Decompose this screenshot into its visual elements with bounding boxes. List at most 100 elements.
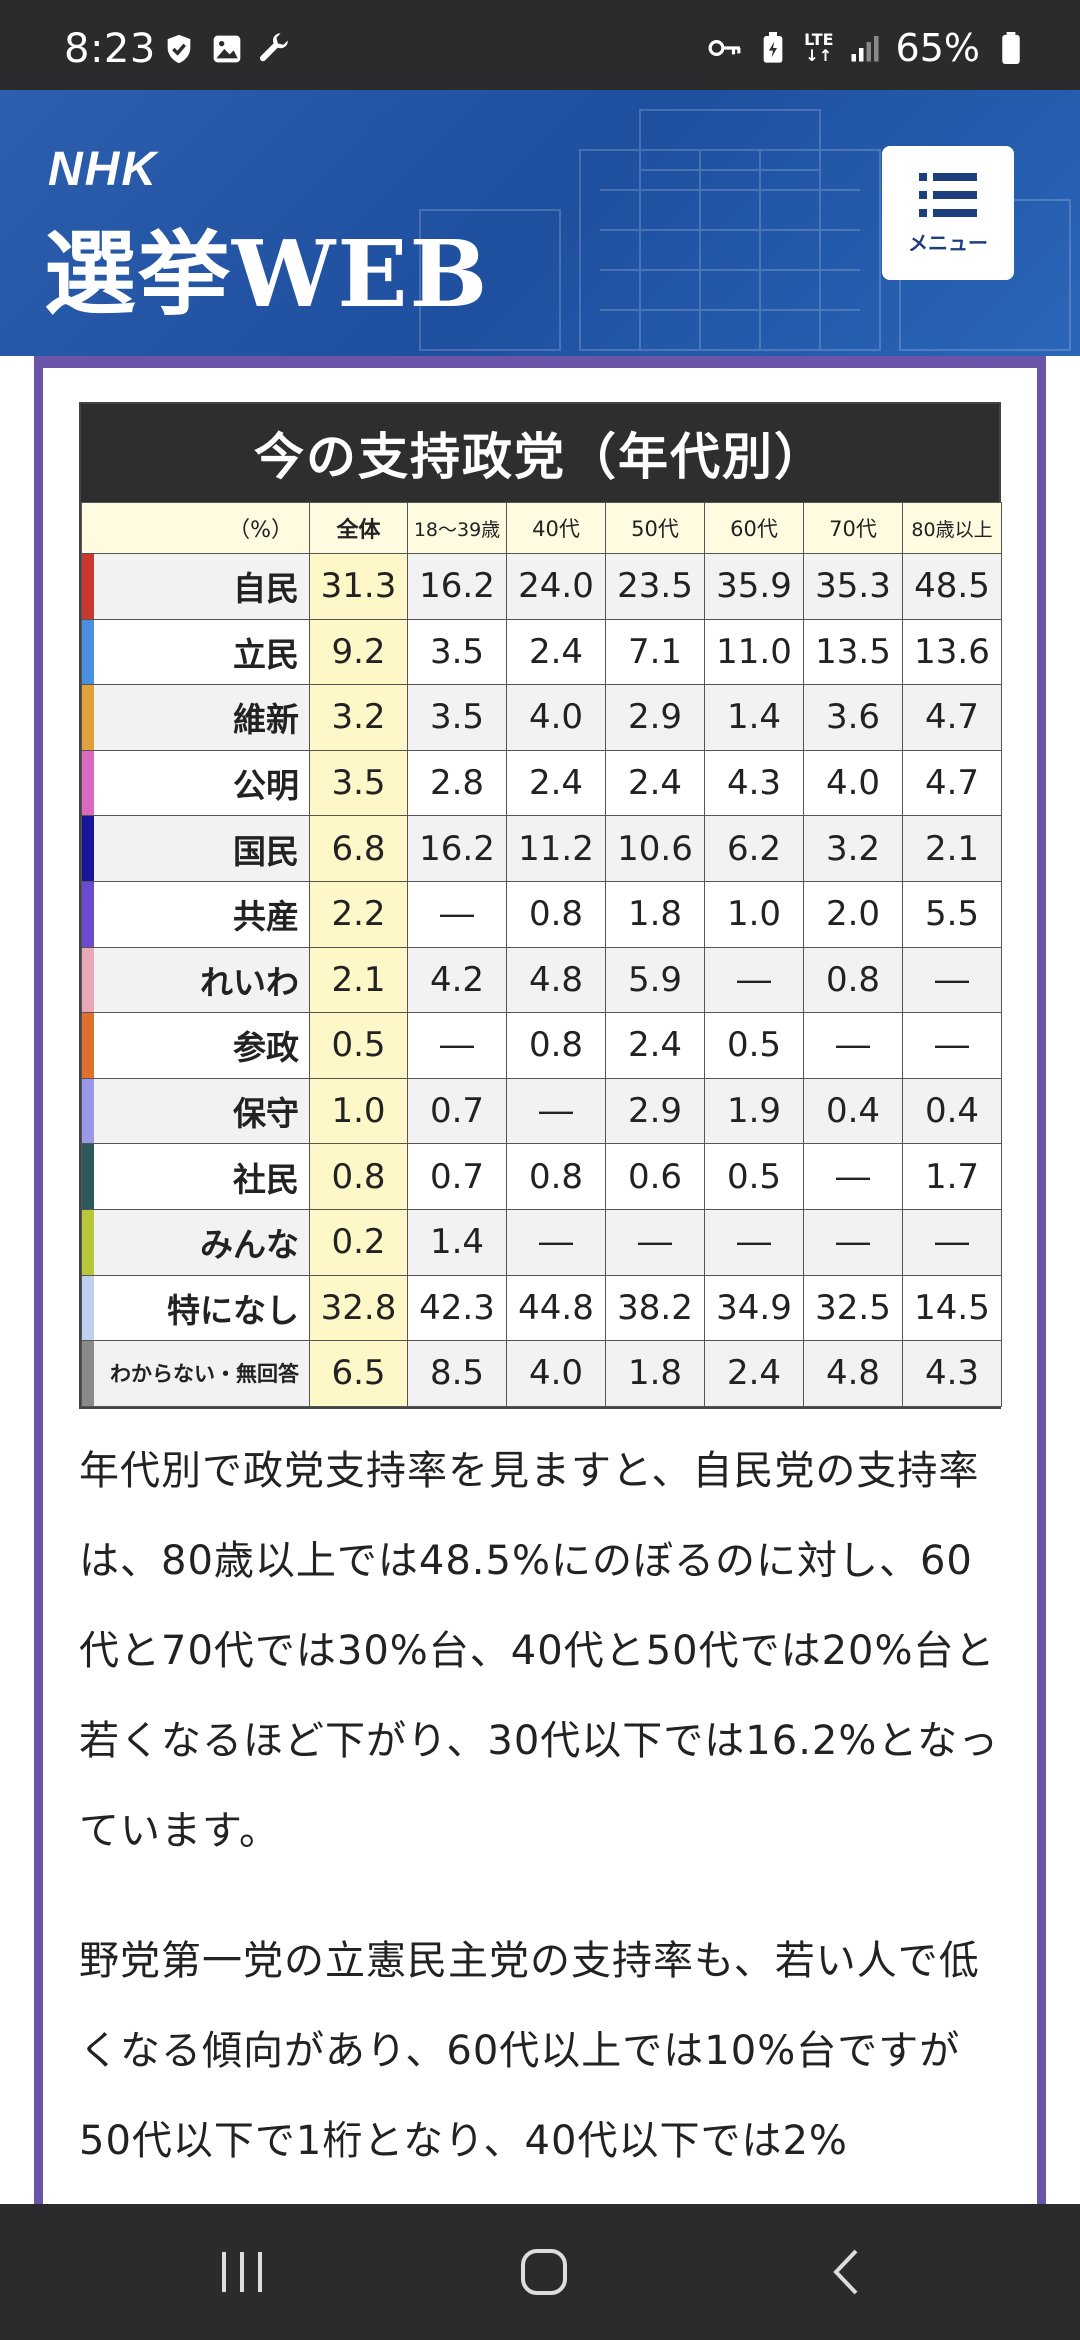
value-cell: 1.8	[605, 1340, 705, 1407]
status-bar: 8:23 LTE ↓↑ 65%	[0, 0, 1080, 90]
value-cell: 2.8	[407, 749, 507, 817]
value-cell: 2.4	[506, 749, 606, 817]
party-support-table: 今の支持政党（年代別） （%） 全体 18～39歳 40代 50代 60代 70代 80歳以上…	[79, 402, 1002, 1409]
article-paragraph: 年代別で政党支持率を見ますと、自民党の支持率は、80歳以上では48.5%にのぼる…	[79, 1448, 1000, 1854]
site-title[interactable]: 選挙WEB	[44, 220, 490, 328]
value-cell: ―	[803, 1012, 903, 1079]
table-title: 今の支持政党（年代別）	[81, 404, 999, 502]
party-name: 参政	[233, 1028, 299, 1068]
nhk-logo[interactable]: NHK	[48, 143, 158, 196]
value-cell: 0.7	[407, 1077, 507, 1145]
party-color-swatch	[82, 750, 94, 816]
table-row: 立民 9.2 3.5 2.4 7.1 11.0 13.5 13.6	[81, 618, 1002, 686]
signal-icon	[848, 31, 882, 65]
party-color-swatch	[82, 816, 94, 881]
value-cell: 34.9	[704, 1274, 804, 1342]
value-cell: ―	[407, 880, 507, 948]
value-cell: ―	[902, 1208, 1002, 1276]
value-cell: ―	[704, 946, 804, 1014]
table-header-row: （%） 全体 18～39歳 40代 50代 60代 70代 80歳以上	[81, 502, 1002, 554]
value-cell: 16.2	[407, 815, 507, 882]
battery-percent: 65%	[895, 26, 980, 70]
value-cell: 0.4	[902, 1077, 1002, 1145]
total-value-cell: 1.0	[309, 1077, 408, 1145]
status-left-icons	[162, 32, 292, 66]
recent-apps-button[interactable]	[212, 2242, 272, 2302]
table-row: みんな 0.2 1.4 ― ― ― ― ―	[81, 1208, 1002, 1276]
home-button[interactable]	[514, 2242, 574, 2302]
party-color-swatch	[82, 1078, 94, 1144]
value-cell: 4.2	[407, 946, 507, 1014]
party-name-cell: 社民	[81, 1143, 310, 1210]
value-cell: 1.4	[407, 1208, 507, 1276]
value-cell: 13.5	[803, 618, 903, 686]
navigation-bar	[0, 2204, 1080, 2340]
total-value-cell: 0.2	[309, 1208, 408, 1276]
battery-icon	[994, 31, 1028, 65]
site-header: NHK 選挙WEB メニュー	[0, 90, 1080, 356]
value-cell: ―	[506, 1077, 606, 1145]
value-cell: 0.8	[506, 1143, 606, 1210]
value-cell: 1.7	[902, 1143, 1002, 1210]
party-color-swatch	[82, 947, 94, 1013]
party-name-cell: 自民	[81, 553, 310, 620]
status-right: LTE ↓↑ 65%	[708, 26, 1028, 70]
value-cell: 38.2	[605, 1274, 705, 1342]
party-name-cell: わからない・無回答	[81, 1340, 310, 1407]
article-content: 今の支持政党（年代別） （%） 全体 18～39歳 40代 50代 60代 70代 80歳以上…	[0, 356, 1080, 2204]
value-cell: ―	[803, 1143, 903, 1210]
value-cell: 13.6	[902, 618, 1002, 686]
party-name: 自民	[233, 569, 299, 609]
total-value-cell: 0.5	[309, 1012, 408, 1079]
content-frame	[34, 356, 1046, 2204]
article-paragraph: 野党第一党の立憲民主党の支持率も、若い人で低くなる傾向があり、60代以上では10…	[79, 1938, 980, 2164]
value-cell: 3.5	[407, 684, 507, 751]
party-color-swatch	[82, 685, 94, 750]
value-cell: 11.0	[704, 618, 804, 686]
article-body: 年代別で政党支持率を見ますと、自民党の支持率は、80歳以上では48.5%にのぼる…	[79, 1426, 1009, 2204]
value-cell: 10.6	[605, 815, 705, 882]
value-cell: 3.5	[407, 618, 507, 686]
party-name-cell: 参政	[81, 1012, 310, 1079]
column-header: 60代	[704, 502, 804, 554]
value-cell: 2.0	[803, 880, 903, 948]
value-cell: 11.2	[506, 815, 606, 882]
party-name: 維新	[233, 700, 299, 740]
value-cell: 24.0	[506, 553, 606, 620]
battery-saver-icon	[756, 31, 790, 65]
shield-check-icon	[162, 32, 196, 66]
back-icon	[833, 2249, 858, 2295]
value-cell: 23.5	[605, 553, 705, 620]
value-cell: 0.7	[407, 1143, 507, 1210]
value-cell: ―	[407, 1012, 507, 1079]
total-value-cell: 3.5	[309, 749, 408, 817]
value-cell: 0.5	[704, 1012, 804, 1079]
status-time: 8:23	[64, 26, 156, 72]
party-name: 特になし	[167, 1290, 299, 1330]
party-name-cell: れいわ	[81, 946, 310, 1014]
table-row: 公明 3.5 2.8 2.4 2.4 4.3 4.0 4.7	[81, 749, 1002, 817]
party-color-swatch	[82, 554, 94, 619]
table-row: 特になし 32.8 42.3 44.8 38.2 34.9 32.5 14.5	[81, 1274, 1002, 1342]
value-cell: 48.5	[902, 553, 1002, 620]
value-cell: 4.0	[506, 684, 606, 751]
value-cell: 2.4	[704, 1340, 804, 1407]
party-name-cell: 立民	[81, 618, 310, 686]
value-cell: 2.1	[902, 815, 1002, 882]
total-value-cell: 9.2	[309, 618, 408, 686]
column-header: 40代	[506, 502, 606, 554]
party-name: 国民	[233, 831, 299, 871]
menu-button[interactable]: メニュー	[882, 146, 1014, 280]
table-body: 自民 31.3 16.2 24.0 23.5 35.9 35.3 48.5 立民 9.2 3.5 2.…	[81, 553, 1002, 1407]
table-row: 国民 6.8 16.2 11.2 10.6 6.2 3.2 2.1	[81, 815, 1002, 882]
party-color-swatch	[82, 1144, 94, 1209]
party-name-cell: 維新	[81, 684, 310, 751]
column-header: 80歳以上	[902, 502, 1002, 554]
value-cell: 2.4	[605, 749, 705, 817]
back-button[interactable]	[816, 2242, 876, 2302]
value-cell: 44.8	[506, 1274, 606, 1342]
value-cell: 0.5	[704, 1143, 804, 1210]
value-cell: 8.5	[407, 1340, 507, 1407]
value-cell: 4.0	[803, 749, 903, 817]
party-name: わからない・無回答	[110, 1362, 299, 1387]
